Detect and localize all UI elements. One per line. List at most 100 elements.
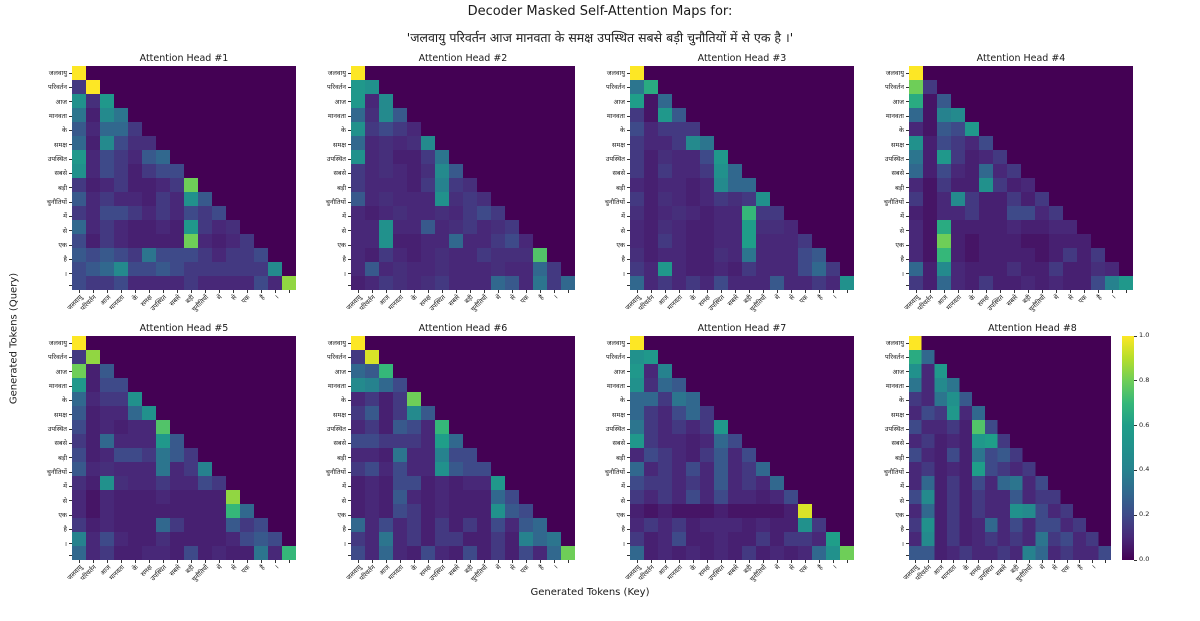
y-tick-mark [906,144,909,146]
x-tick-mark [819,290,820,293]
attention-head-subplot-4: Attention Head #4 जलवायु परिवर्तन आज मानवता… [863,52,1133,336]
y-tick-mark [69,115,72,117]
y-tick-mark [348,173,351,175]
x-tick-mark [805,560,806,563]
x-tick-label: के [130,563,140,573]
x-tick-mark [233,290,234,293]
y-tick-mark [906,187,909,189]
x-tick-mark [442,560,443,563]
colorbar-tick-mark [1134,469,1137,471]
y-tick-label: से [584,494,630,508]
subplot-title: Attention Head #4 [976,53,1066,64]
y-tick-mark [348,414,351,416]
x-tick-mark [261,560,262,563]
x-tick-label: । [830,563,838,571]
y-tick-mark [906,357,909,359]
x-tick-mark [247,560,248,563]
x-tick-mark [1028,560,1030,563]
x-tick-mark [121,290,122,293]
y-tick-label: । [305,267,351,281]
y-tick-label: में [584,479,630,493]
x-tick-label: से [1066,293,1075,303]
x-tick-mark [763,560,764,563]
x-tick-label: है [815,293,824,302]
y-tick-mark [348,555,351,557]
y-tick-label: में [863,209,909,223]
heatmap-area: जलवायु परिवर्तन आज मानवता के समक्ष उपस्थित सबसे… [65,66,296,336]
y-tick-label: में [584,209,630,223]
y-tick-label: बड़ी [305,451,351,465]
y-tick-text: चुनौतियों [604,198,625,207]
y-tick-label: मानवता [26,379,72,393]
y-tick-mark [906,273,909,275]
x-tick-label: एक [240,293,252,306]
x-tick-label: है [536,293,545,302]
y-tick-text: के [620,126,625,135]
attention-heatmap-canvas [72,66,296,290]
y-tick-mark [348,201,351,203]
colorbar-tick-label: 0.0 [1139,555,1150,563]
x-tick-mark [637,290,638,293]
y-tick-text: मानवता [885,111,904,120]
y-tick-text: । [343,269,346,278]
x-tick-mark [177,290,178,293]
x-tick-mark [540,560,541,563]
y-tick-text: मानवता [606,111,625,120]
x-tick-mark [372,560,373,563]
x-tick-mark [1003,560,1005,563]
y-tick-text: बड़ी [58,453,67,462]
y-tick-mark [348,187,351,189]
x-tick-label: के [688,563,698,573]
x-tick-label: सबसे [446,293,461,308]
x-tick-mark [953,560,955,563]
y-tick-mark [69,72,72,74]
x-tick-mark [93,290,94,293]
x-tick-mark [735,290,736,293]
x-tick-mark [1126,290,1127,293]
y-tick-mark [69,244,72,246]
y-tick-text: में [63,482,67,491]
x-tick-mark [791,290,792,293]
x-tick-mark [484,290,485,293]
y-tick-text: एक [895,241,904,250]
x-tick-mark [707,560,708,563]
y-tick-mark [906,385,909,387]
y-tick-label: परिवर्तन [863,80,909,94]
y-tick-text: आज [613,367,625,376]
x-tick-label: में [773,293,782,302]
x-tick-mark [135,560,136,563]
colorbar-gradient [1122,336,1134,560]
y-tick-mark [348,273,351,275]
y-tick-label: के [863,393,909,407]
y-tick-label: समक्ष [863,408,909,422]
y-tick-mark [348,244,351,246]
x-tick-mark [233,560,234,563]
x-tick-mark [930,290,931,293]
x-tick-mark [847,290,848,293]
attention-heatmap-canvas [909,336,1111,560]
y-tick-label: के [305,123,351,137]
y-tick-mark [906,101,909,103]
y-tick-mark [627,173,630,175]
y-tick-text: से [341,496,346,505]
y-tick-text: जलवायु [606,68,625,77]
y-tick-text: । [622,539,625,548]
y-tick-text: से [341,226,346,235]
y-tick-text: एक [616,511,625,520]
x-tick-mark [149,290,150,293]
attention-heatmap-canvas [351,336,575,560]
y-tick-text: सबसे [333,169,347,178]
y-tick-text: चुनौतियों [325,468,346,477]
y-tick-text: है [900,255,904,264]
y-tick-mark [906,486,909,488]
y-tick-mark [627,529,630,531]
y-tick-mark [906,173,909,175]
x-tick-label: है [1094,293,1103,302]
y-tick-label [305,551,351,560]
y-tick-mark [69,471,72,473]
y-tick-text: जलवायु [48,338,67,347]
y-tick-label: के [584,123,630,137]
x-tick-label: के [688,293,698,303]
y-tick-label: परिवर्तन [584,350,630,364]
y-tick-label: । [305,537,351,551]
